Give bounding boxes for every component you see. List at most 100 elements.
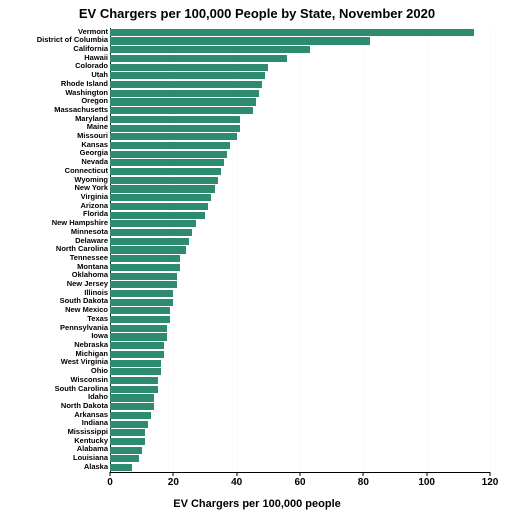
ytick-label: New Jersey	[67, 280, 108, 288]
ytick-label: Utah	[91, 71, 108, 79]
ytick-label: Colorado	[75, 62, 108, 70]
bar	[110, 55, 287, 62]
ytick-label: Alabama	[77, 445, 108, 453]
xtick-label: 0	[107, 477, 113, 488]
ytick-label: Virginia	[81, 193, 108, 201]
bar	[110, 238, 189, 245]
ytick-label: Kansas	[81, 141, 108, 149]
ytick-label: Illinois	[84, 289, 108, 297]
bar	[110, 333, 167, 340]
bar	[110, 125, 240, 132]
ytick-label: Wisconsin	[71, 376, 108, 384]
bar	[110, 394, 154, 401]
bar	[110, 351, 164, 358]
bar	[110, 142, 230, 149]
ytick-label: Mississippi	[68, 428, 108, 436]
ytick-label: Nebraska	[74, 341, 108, 349]
bar	[110, 203, 208, 210]
ytick-label: North Carolina	[56, 245, 108, 253]
chart-container: EV Chargers per 100,000 People by State,…	[0, 0, 514, 516]
ytick-label: Vermont	[78, 28, 108, 36]
ytick-label: New Hampshire	[52, 219, 108, 227]
ytick-label: Connecticut	[65, 167, 108, 175]
bar	[110, 133, 237, 140]
ytick-label: Indiana	[82, 419, 108, 427]
bar	[110, 316, 170, 323]
bar	[110, 264, 180, 271]
chart-title: EV Chargers per 100,000 People by State,…	[0, 6, 514, 21]
xtick-label: 120	[482, 477, 499, 488]
ytick-label: Florida	[83, 210, 108, 218]
bar	[110, 185, 215, 192]
bar	[110, 151, 227, 158]
bar	[110, 107, 253, 114]
bar	[110, 455, 139, 462]
ytick-label: California	[73, 45, 108, 53]
ytick-label: South Carolina	[55, 385, 108, 393]
bar	[110, 342, 164, 349]
bar	[110, 159, 224, 166]
bar	[110, 246, 186, 253]
x-axis-label: EV Chargers per 100,000 people	[0, 498, 514, 510]
ytick-label: Georgia	[80, 149, 108, 157]
xtick-mark	[173, 472, 174, 476]
bar	[110, 281, 177, 288]
ytick-label: Nevada	[81, 158, 108, 166]
ytick-label: South Dakota	[60, 297, 108, 305]
ytick-label: Wyoming	[74, 176, 108, 184]
bar	[110, 81, 262, 88]
xtick-label: 40	[231, 477, 242, 488]
xtick-mark	[110, 472, 111, 476]
ytick-label: Michigan	[75, 350, 108, 358]
ytick-label: Oklahoma	[72, 271, 108, 279]
bar	[110, 368, 161, 375]
xtick-label: 60	[294, 477, 305, 488]
bar	[110, 168, 221, 175]
ytick-label: Delaware	[75, 237, 108, 245]
ytick-label: Rhode Island	[61, 80, 108, 88]
xtick-label: 20	[168, 477, 179, 488]
ytick-label: Hawaii	[84, 54, 108, 62]
bar	[110, 299, 173, 306]
bar	[110, 377, 158, 384]
ytick-label: Massachusetts	[54, 106, 108, 114]
ytick-label: North Dakota	[61, 402, 108, 410]
ytick-label: Oregon	[81, 97, 108, 105]
ytick-label: Minnesota	[71, 228, 108, 236]
xtick-label: 80	[358, 477, 369, 488]
ytick-label: Missouri	[77, 132, 108, 140]
bar	[110, 98, 256, 105]
bar	[110, 429, 145, 436]
bar	[110, 325, 167, 332]
bar	[110, 438, 145, 445]
ytick-label: Arkansas	[74, 411, 108, 419]
bar	[110, 64, 268, 71]
ytick-label: Maine	[87, 123, 108, 131]
ytick-label: Pennsylvania	[60, 324, 108, 332]
xtick-mark	[363, 472, 364, 476]
ytick-label: Louisiana	[73, 454, 108, 462]
gridline	[490, 28, 491, 472]
bar	[110, 229, 192, 236]
bar	[110, 177, 218, 184]
bar	[110, 212, 205, 219]
ytick-label: Texas	[87, 315, 108, 323]
ytick-label: Kentucky	[74, 437, 108, 445]
bar	[110, 447, 142, 454]
bar	[110, 464, 132, 471]
ytick-label: Washington	[65, 89, 108, 97]
ytick-label: Idaho	[88, 393, 108, 401]
ytick-label: Alaska	[84, 463, 108, 471]
bar	[110, 116, 240, 123]
bar	[110, 412, 151, 419]
ytick-label: Montana	[77, 263, 108, 271]
bar	[110, 290, 173, 297]
ytick-label: Iowa	[91, 332, 108, 340]
bar	[110, 29, 474, 36]
plot-area	[110, 28, 490, 472]
bar	[110, 194, 211, 201]
xtick-mark	[426, 472, 427, 476]
bar	[110, 273, 177, 280]
bar	[110, 360, 161, 367]
ytick-label: Arizona	[80, 202, 108, 210]
